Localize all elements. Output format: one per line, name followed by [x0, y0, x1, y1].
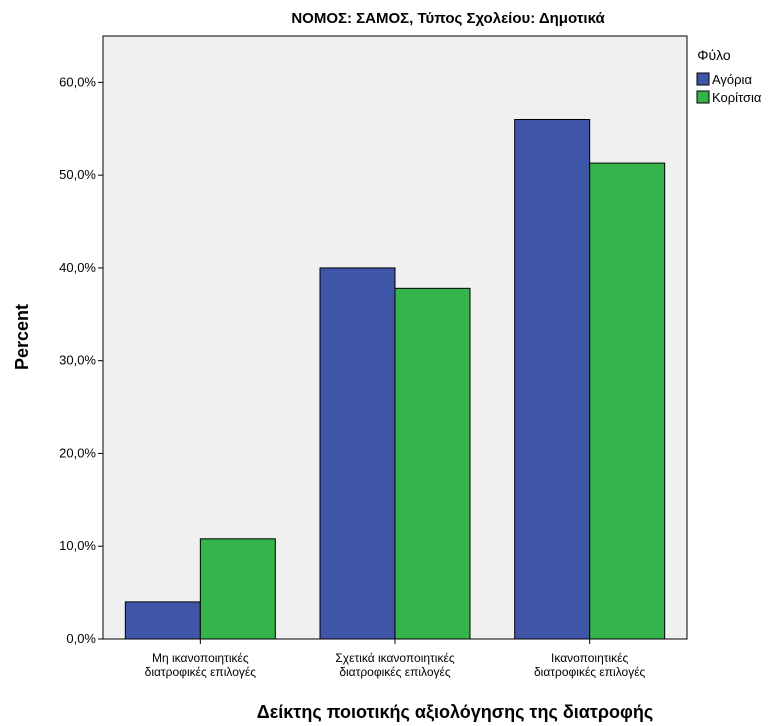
y-axis-title: Percent	[12, 304, 32, 370]
legend-label: Αγόρια	[712, 72, 752, 87]
y-tick-label: 60,0%	[59, 74, 96, 89]
y-tick-label: 20,0%	[59, 445, 96, 460]
bar-agoria-0	[124, 601, 201, 640]
x-axis-title: Δείκτης ποιοτικής αξιολόγησης της διατρο…	[257, 702, 653, 723]
bar-koritsia-2	[589, 162, 666, 640]
x-tick-label: Ικανοποιητικές	[551, 651, 629, 665]
x-tick-label: διατροφικές επιλογές	[145, 665, 257, 679]
y-tick-label: 30,0%	[59, 353, 96, 368]
legend-title: Φύλο	[697, 47, 731, 63]
bar-agoria-1	[319, 267, 396, 640]
y-tick-label: 0,0%	[66, 631, 96, 646]
bar-agoria-2	[514, 118, 591, 640]
y-tick-label: 10,0%	[59, 538, 96, 553]
legend-label: Κορίτσια	[712, 90, 762, 105]
bar-koritsia-1	[394, 287, 471, 640]
legend: Φύλο Αγόρια Κορίτσια	[696, 47, 762, 105]
x-tick-label: Σχετικά ικανοποιητικές	[335, 651, 454, 665]
x-tick-label: Μη ικανοποιητικές	[152, 651, 249, 665]
legend-swatch	[696, 72, 710, 86]
y-tick-label: 40,0%	[59, 260, 96, 275]
y-tick-label: 50,0%	[59, 167, 96, 182]
x-tick-label: διατροφικές επιλογές	[534, 665, 646, 679]
bar-koritsia-0	[199, 538, 276, 640]
x-tick-label: διατροφικές επιλογές	[339, 665, 451, 679]
bars	[124, 118, 666, 640]
y-axis: 0,0% 10,0% 20,0% 30,0% 40,0% 50,0% 60,0%	[59, 74, 103, 646]
chart-title: ΝΟΜΟΣ: ΣΑΜΟΣ, Τύπος Σχολείου: Δημοτικά	[291, 10, 605, 27]
legend-swatch	[696, 90, 710, 104]
